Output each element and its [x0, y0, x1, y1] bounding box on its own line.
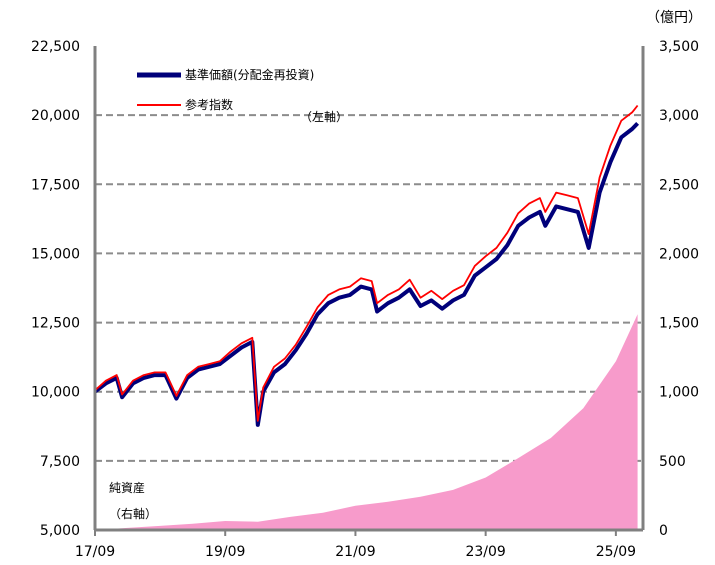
left-axis-note: （左軸）: [300, 109, 348, 124]
right-axis-ticks: 0 500 1,000 1,500 2,000 2,500 3,000 3,500: [659, 39, 699, 539]
right-tick-label: 3,000: [659, 108, 699, 124]
legend-label-reference: 参考指数: [185, 97, 233, 112]
legend: 基準価額(分配金再投資) 参考指数: [137, 67, 314, 112]
right-axis-unit: （億円）: [646, 10, 702, 26]
left-tick-label: 15,000: [31, 246, 80, 262]
right-tick-label: 1,000: [659, 385, 699, 401]
left-tick-label: 17,500: [31, 177, 80, 193]
x-tick-label: 19/09: [205, 544, 245, 560]
right-tick-label: 3,500: [659, 39, 699, 55]
right-tick-label: 2,000: [659, 246, 699, 262]
legend-label-nav: 基準価額(分配金再投資): [185, 67, 314, 82]
left-tick-label: 12,500: [31, 316, 80, 332]
x-tick-label: 17/09: [75, 544, 115, 560]
left-tick-label: 7,500: [40, 454, 80, 470]
net-assets-label-line-2: （右軸）: [109, 506, 157, 521]
axes: [93, 46, 645, 532]
x-tick-label: 23/09: [465, 544, 505, 560]
net-assets-area: [95, 314, 638, 530]
right-tick-label: 1,500: [659, 316, 699, 332]
left-tick-label: 10,000: [31, 385, 80, 401]
right-tick-label: 2,500: [659, 177, 699, 193]
x-tick-label: 25/09: [596, 544, 636, 560]
net-assets-label-line-1: 純資産: [109, 480, 145, 495]
left-tick-label: 5,000: [40, 523, 80, 539]
right-tick-label: 500: [659, 454, 686, 470]
series-line-nav: [93, 121, 640, 427]
left-tick-label: 22,500: [31, 39, 80, 55]
left-tick-label: 20,000: [31, 108, 80, 124]
right-tick-label: 0: [659, 523, 668, 539]
x-tick-label: 21/09: [335, 544, 375, 560]
x-axis-ticks: 17/09 19/09 21/09 23/09 25/09: [75, 530, 636, 560]
left-axis-ticks: 5,000 7,500 10,000 12,500 15,000 17,500 20,000…: [31, 39, 80, 539]
series-line-reference: [94, 104, 639, 422]
